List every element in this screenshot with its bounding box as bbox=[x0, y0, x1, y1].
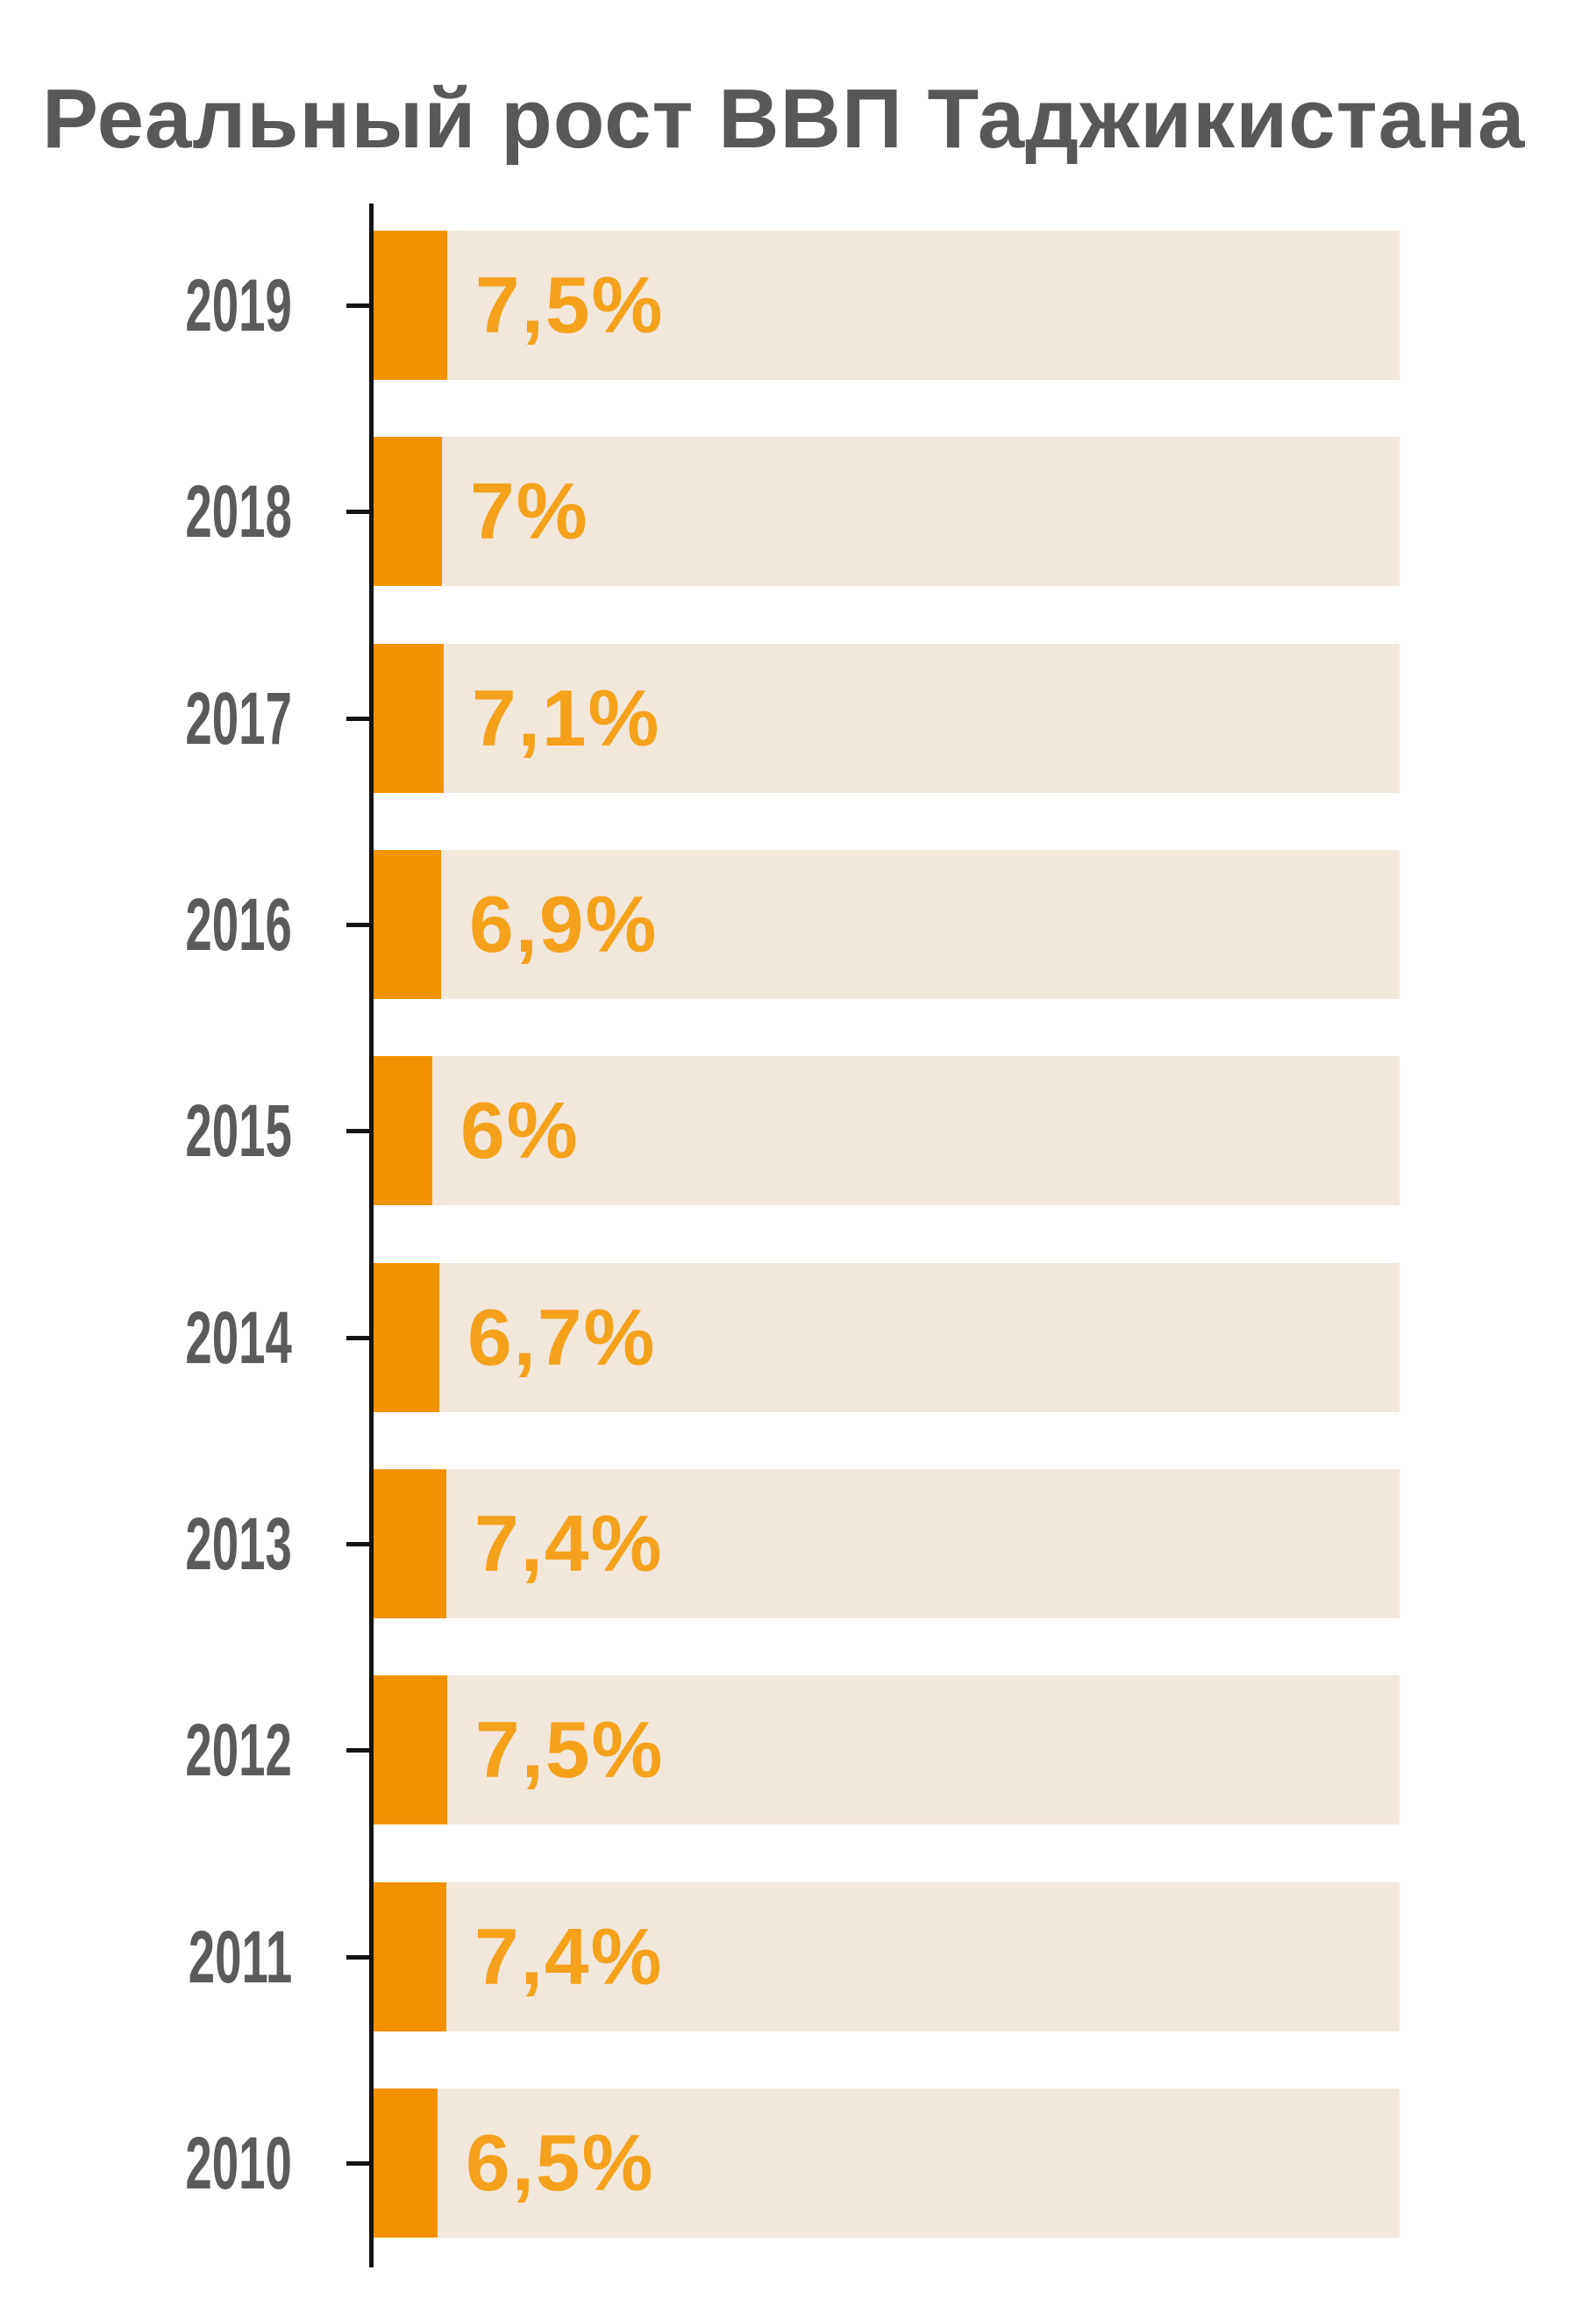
value-label: 7,4% bbox=[474, 1499, 664, 1589]
bar-segment bbox=[374, 1056, 433, 1205]
axis-tick bbox=[346, 1335, 374, 1340]
year-label-text: 2014 bbox=[185, 1296, 292, 1379]
chart-row: 2019 7,5% bbox=[0, 231, 1596, 380]
value-label: 7,1% bbox=[472, 674, 661, 763]
bar-track bbox=[374, 231, 1400, 380]
axis-tick bbox=[346, 716, 374, 721]
chart-title: Реальный рост ВВП Таджикистана bbox=[42, 72, 1526, 167]
bar-track bbox=[374, 2088, 1400, 2238]
bar-segment bbox=[374, 437, 443, 586]
bar-track bbox=[374, 850, 1400, 999]
year-label-text: 2010 bbox=[185, 2122, 292, 2204]
bar-track bbox=[374, 1469, 1400, 1618]
chart-row: 2010 6,5% bbox=[0, 2088, 1596, 2238]
bar-track bbox=[374, 1263, 1400, 1412]
bar-segment bbox=[374, 850, 442, 999]
axis-tick bbox=[346, 2160, 374, 2166]
year-label-text: 2018 bbox=[185, 470, 292, 553]
value-label: 6% bbox=[460, 1086, 580, 1175]
year-label-text: 2011 bbox=[188, 1916, 292, 1998]
value-label: 6,9% bbox=[469, 880, 659, 969]
axis-tick bbox=[346, 509, 374, 514]
chart-row: 2012 7,5% bbox=[0, 1675, 1596, 1824]
value-label: 7% bbox=[470, 467, 589, 556]
bar-segment bbox=[374, 1675, 447, 1824]
chart-row: 2011 7,4% bbox=[0, 1882, 1596, 2031]
bar-segment bbox=[374, 2088, 438, 2238]
y-axis-line bbox=[369, 203, 374, 2267]
year-label: 2018 bbox=[0, 437, 292, 586]
year-label: 2013 bbox=[0, 1469, 292, 1618]
bar-track bbox=[374, 1675, 1400, 1824]
year-label: 2011 bbox=[0, 1882, 292, 2031]
year-label-text: 2016 bbox=[185, 883, 292, 966]
bar-track bbox=[374, 644, 1400, 793]
year-label: 2017 bbox=[0, 644, 292, 793]
bar-track bbox=[374, 437, 1400, 586]
value-label: 6,7% bbox=[467, 1293, 657, 1382]
bar-track bbox=[374, 1882, 1400, 2031]
chart-row: 2015 6% bbox=[0, 1056, 1596, 1205]
chart-row: 2014 6,7% bbox=[0, 1263, 1596, 1412]
axis-tick bbox=[346, 1747, 374, 1753]
value-label: 7,5% bbox=[475, 1705, 665, 1795]
axis-tick bbox=[346, 1954, 374, 1960]
year-label-text: 2012 bbox=[185, 1709, 292, 1791]
year-label: 2012 bbox=[0, 1675, 292, 1824]
chart-row: 2013 7,4% bbox=[0, 1469, 1596, 1618]
bar-segment bbox=[374, 1882, 446, 2031]
value-label: 6,5% bbox=[466, 2118, 655, 2208]
axis-tick bbox=[346, 922, 374, 927]
year-label: 2019 bbox=[0, 231, 292, 380]
chart-row: 2017 7,1% bbox=[0, 644, 1596, 793]
axis-tick bbox=[346, 303, 374, 308]
bar-track bbox=[374, 1056, 1400, 1205]
chart-row: 2018 7% bbox=[0, 437, 1596, 586]
bar-segment bbox=[374, 231, 447, 380]
year-label: 2016 bbox=[0, 850, 292, 999]
axis-tick bbox=[346, 1541, 374, 1546]
year-label: 2015 bbox=[0, 1056, 292, 1205]
year-label-text: 2015 bbox=[185, 1089, 292, 1172]
chart-row: 2016 6,9% bbox=[0, 850, 1596, 999]
value-label: 7,4% bbox=[474, 1912, 664, 2002]
year-label-text: 2013 bbox=[185, 1503, 292, 1585]
bar-segment bbox=[374, 644, 444, 793]
year-label-text: 2017 bbox=[185, 677, 292, 760]
year-label: 2014 bbox=[0, 1263, 292, 1412]
year-label-text: 2019 bbox=[185, 264, 292, 346]
value-label: 7,5% bbox=[475, 261, 665, 350]
year-label: 2010 bbox=[0, 2088, 292, 2238]
axis-tick bbox=[346, 1128, 374, 1133]
bar-segment bbox=[374, 1263, 439, 1412]
bar-segment bbox=[374, 1469, 446, 1618]
